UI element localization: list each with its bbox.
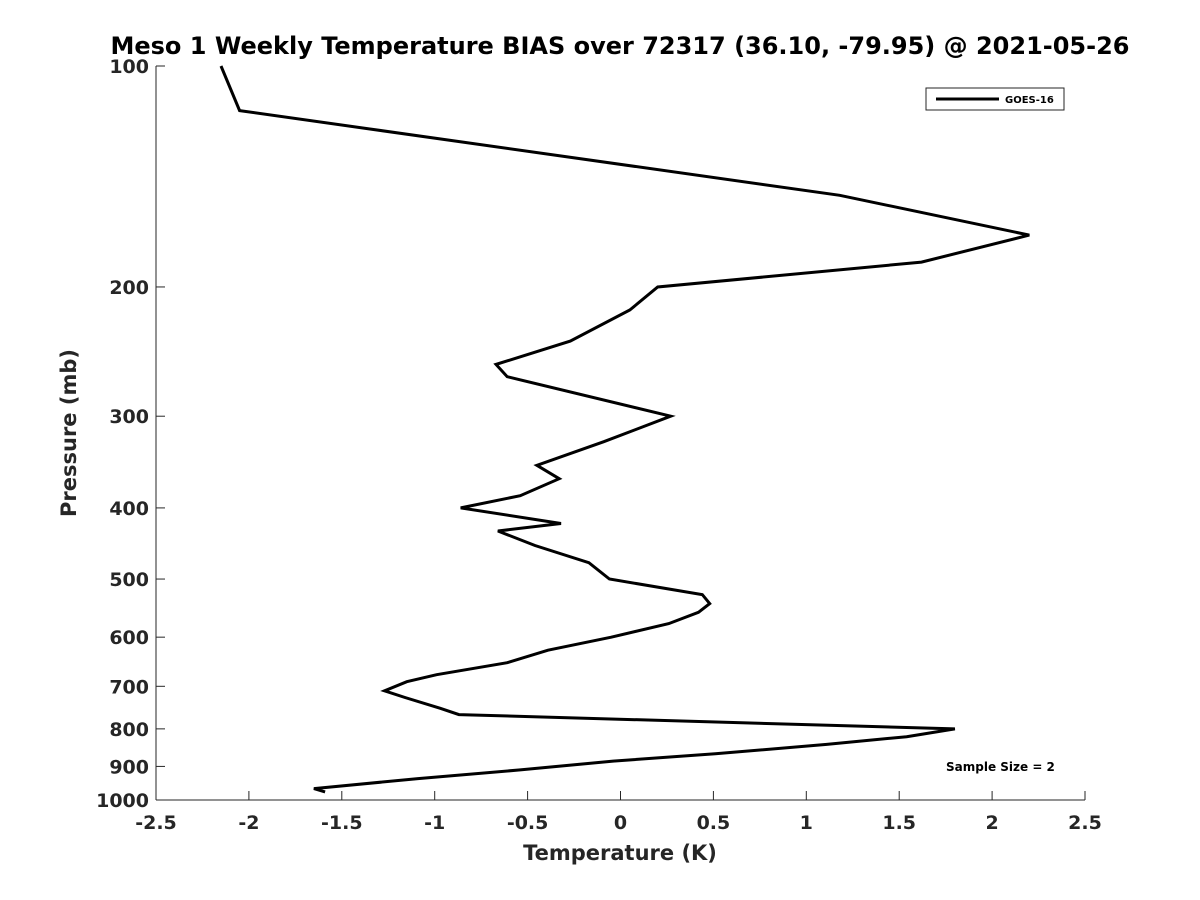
x-tick-label: -2.5 — [135, 812, 177, 834]
x-tick-label: -1 — [424, 812, 445, 834]
x-tick-label: 0.5 — [697, 812, 731, 834]
y-tick-label: 500 — [109, 569, 149, 591]
y-axis-label: Pressure (mb) — [57, 349, 81, 517]
x-tick-label: 1 — [800, 812, 813, 834]
x-tick-label: 0 — [614, 812, 627, 834]
chart-title: Meso 1 Weekly Temperature BIAS over 7231… — [110, 32, 1129, 60]
x-tick-label: 2 — [985, 812, 998, 834]
y-tick-label: 1000 — [96, 790, 149, 812]
y-tick-label: 800 — [109, 719, 149, 741]
y-tick-label: 700 — [109, 676, 149, 698]
legend: GOES-16 — [925, 87, 1065, 111]
x-tick-label: -1.5 — [321, 812, 363, 834]
y-tick-label: 400 — [109, 498, 149, 520]
y-axis-ticks: 100 200 300 400 500 600 700 800 900 1000 — [96, 56, 165, 812]
x-axis-label: Temperature (K) — [523, 841, 717, 865]
x-tick-label: -0.5 — [507, 812, 549, 834]
y-tick-label: 300 — [109, 406, 149, 428]
x-tick-label: 2.5 — [1068, 812, 1102, 834]
x-tick-label: 1.5 — [882, 812, 916, 834]
legend-label-goes16: GOES-16 — [1005, 95, 1054, 106]
sample-size-annotation: Sample Size = 2 — [946, 760, 1055, 774]
y-tick-label: 900 — [109, 756, 149, 778]
x-axis-ticks: -2.5 -2 -1.5 -1 -0.5 0 0.5 1 1.5 2 2.5 — [135, 791, 1102, 834]
y-tick-label: 200 — [109, 277, 149, 299]
series-line-goes16 — [219, 65, 1030, 794]
y-tick-label: 600 — [109, 627, 149, 649]
y-tick-label: 100 — [109, 56, 149, 78]
x-tick-label: -2 — [238, 812, 259, 834]
